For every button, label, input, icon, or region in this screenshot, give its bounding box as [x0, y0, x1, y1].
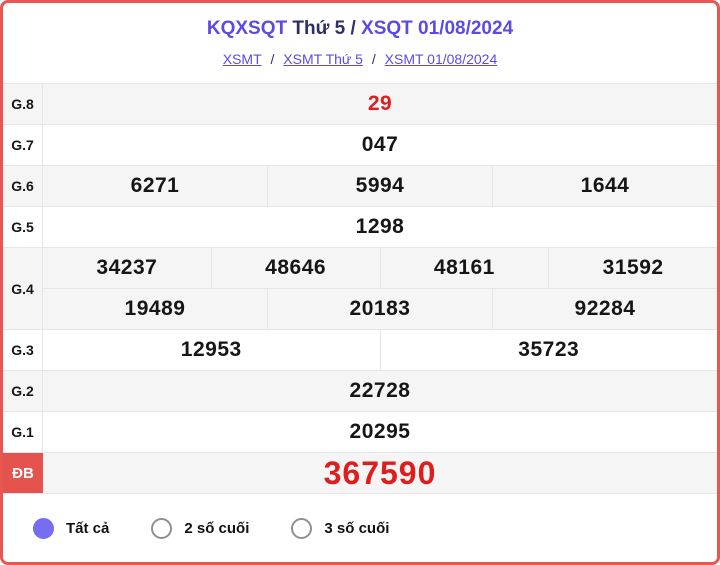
results-table: G.8 29 G.7 047 G.6 6271 5994 1644 G.5 12…	[3, 83, 717, 494]
filter-option-label: 2 số cuối	[184, 520, 250, 537]
breadcrumb-link-xsmt-date[interactable]: XSMT 01/08/2024	[384, 51, 498, 67]
page-title: KQXSQT Thứ 5 / XSQT 01/08/2024	[3, 17, 717, 41]
prize-number: 34237	[43, 248, 212, 288]
prize-tier: 19489 20183 92284	[43, 289, 717, 329]
prize-number: 48161	[381, 248, 550, 288]
filter-bar: Tất cả 2 số cuối 3 số cuối	[3, 494, 717, 562]
prize-row-g7: G.7 047	[3, 125, 717, 166]
prize-row-g2: G.2 22728	[3, 371, 717, 412]
prize-values: 6271 5994 1644	[43, 166, 717, 206]
header: KQXSQT Thứ 5 / XSQT 01/08/2024 XSMT / XS…	[3, 3, 717, 83]
prize-number: 29	[367, 92, 393, 115]
prize-number: 5994	[268, 166, 493, 206]
prize-number: 22728	[349, 379, 411, 402]
prize-row-g6: G.6 6271 5994 1644	[3, 166, 717, 207]
prize-row-g8: G.8 29	[3, 84, 717, 125]
prize-number: 35723	[518, 338, 580, 361]
prize-row-g5: G.5 1298	[3, 207, 717, 248]
prize-values: 047	[43, 125, 717, 165]
jackpot-number: 367590	[323, 454, 437, 491]
prize-number: 047	[361, 133, 399, 156]
prize-label: G.2	[3, 371, 43, 411]
prize-label: G.3	[3, 330, 43, 370]
prize-values: 29	[43, 84, 717, 124]
prize-values: 34237 48646 48161 31592 19489 20183 9228…	[43, 248, 717, 329]
prize-number: 12953	[43, 330, 381, 370]
prize-label: G.6	[3, 166, 43, 206]
breadcrumb: XSMT / XSMT Thứ 5 / XSMT 01/08/2024	[3, 50, 717, 69]
prize-label: G.8	[3, 84, 43, 124]
filter-option-all[interactable]: Tất cả	[33, 518, 109, 539]
prize-number: 1298	[355, 215, 405, 238]
prize-label: G.4	[3, 248, 43, 329]
title-kqxsqt: KQXSQT	[206, 18, 288, 39]
prize-label: G.7	[3, 125, 43, 165]
radio-unselected-icon[interactable]	[291, 518, 313, 539]
prize-label: G.5	[3, 207, 43, 247]
prize-values: 367590	[43, 453, 717, 493]
prize-number: 92284	[574, 297, 636, 320]
breadcrumb-link-xsmt[interactable]: XSMT	[222, 51, 262, 67]
prize-values: 1298	[43, 207, 717, 247]
prize-row-g1: G.1 20295	[3, 412, 717, 453]
prize-number: 6271	[43, 166, 268, 206]
prize-values: 22728	[43, 371, 717, 411]
prize-tier: 34237 48646 48161 31592	[43, 248, 717, 289]
prize-values: 12953 35723	[43, 330, 717, 370]
title-day: Thứ 5 /	[287, 18, 362, 39]
filter-option-label: Tất cả	[66, 520, 110, 537]
prize-number: 20295	[349, 420, 411, 443]
title-date: XSQT 01/08/2024	[361, 18, 514, 39]
prize-row-db: ĐB 367590	[3, 453, 717, 494]
prize-row-g4: G.4 34237 48646 48161 31592 19489 20183 …	[3, 248, 717, 330]
filter-option-last3[interactable]: 3 số cuối	[291, 518, 389, 539]
breadcrumb-link-xsmt-thu5[interactable]: XSMT Thứ 5	[283, 51, 363, 67]
prize-label: G.1	[3, 412, 43, 452]
breadcrumb-separator: /	[371, 51, 376, 67]
breadcrumb-separator: /	[270, 51, 275, 67]
prize-number: 20183	[268, 289, 493, 329]
filter-option-last2[interactable]: 2 số cuối	[151, 518, 249, 539]
radio-selected-icon[interactable]	[33, 518, 54, 539]
prize-number: 19489	[43, 289, 268, 329]
prize-number: 48646	[212, 248, 381, 288]
prize-label-special: ĐB	[3, 453, 43, 493]
radio-unselected-icon[interactable]	[151, 518, 173, 539]
prize-number: 31592	[602, 256, 664, 279]
prize-number: 1644	[580, 174, 630, 197]
prize-values: 20295	[43, 412, 717, 452]
prize-row-g3: G.3 12953 35723	[3, 330, 717, 371]
filter-option-label: 3 số cuối	[324, 520, 390, 537]
